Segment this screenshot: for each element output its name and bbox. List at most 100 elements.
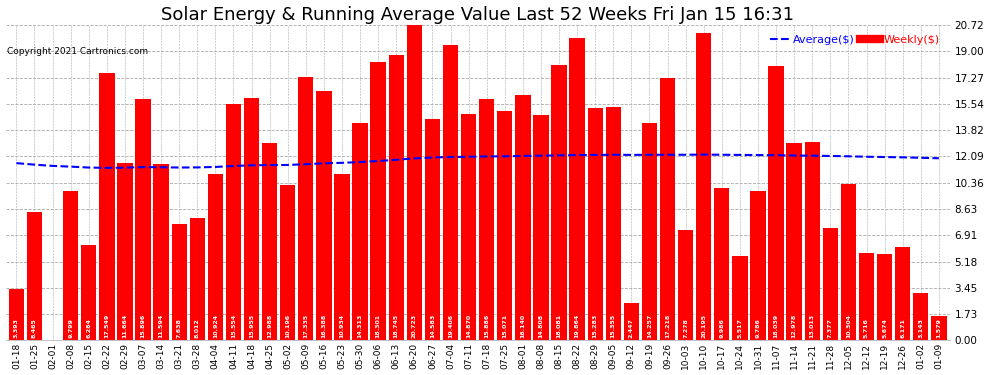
Text: 11.664: 11.664: [123, 314, 128, 338]
Bar: [27, 211, 43, 340]
Bar: [171, 224, 187, 340]
Text: 9.799: 9.799: [68, 318, 73, 338]
Bar: [823, 228, 838, 340]
Bar: [443, 45, 458, 340]
Text: 10.934: 10.934: [340, 314, 345, 338]
Bar: [316, 91, 332, 340]
Text: 5.674: 5.674: [882, 318, 887, 338]
Text: 10.304: 10.304: [845, 314, 851, 338]
Text: 7.377: 7.377: [828, 318, 833, 338]
Bar: [515, 95, 531, 340]
Bar: [407, 25, 422, 340]
Bar: [425, 118, 441, 340]
Text: 15.283: 15.283: [593, 314, 598, 338]
Text: 14.257: 14.257: [646, 314, 652, 338]
Text: 7.638: 7.638: [176, 318, 182, 338]
Text: 2.447: 2.447: [629, 318, 634, 338]
Bar: [226, 104, 242, 340]
Bar: [660, 78, 675, 340]
Text: 1.579: 1.579: [937, 318, 941, 338]
Bar: [624, 303, 640, 340]
Text: 19.406: 19.406: [448, 314, 453, 338]
Text: 17.549: 17.549: [104, 314, 109, 338]
Bar: [244, 98, 259, 340]
Bar: [786, 143, 802, 340]
Text: 15.886: 15.886: [484, 314, 489, 338]
Text: 18.745: 18.745: [394, 314, 399, 338]
Text: 3.393: 3.393: [14, 318, 19, 338]
Bar: [805, 142, 820, 340]
Bar: [895, 246, 911, 340]
Bar: [352, 123, 367, 340]
Bar: [479, 99, 494, 340]
Bar: [733, 256, 747, 340]
Bar: [298, 76, 314, 340]
Text: 6.171: 6.171: [900, 318, 905, 338]
Bar: [370, 62, 386, 340]
Text: 14.313: 14.313: [357, 314, 362, 338]
Text: 8.012: 8.012: [195, 318, 200, 338]
Text: 14.808: 14.808: [539, 314, 544, 338]
Text: 9.786: 9.786: [755, 318, 760, 338]
Bar: [696, 33, 712, 340]
Bar: [63, 191, 78, 340]
Bar: [208, 174, 223, 340]
Bar: [153, 164, 168, 340]
Text: 17.218: 17.218: [665, 314, 670, 338]
Bar: [913, 292, 929, 340]
Text: 12.978: 12.978: [792, 314, 797, 338]
Bar: [932, 316, 946, 340]
Bar: [280, 185, 295, 340]
Bar: [190, 219, 205, 340]
Text: 10.196: 10.196: [285, 314, 290, 338]
Text: 19.864: 19.864: [574, 314, 579, 338]
Bar: [587, 108, 603, 340]
Text: 20.195: 20.195: [701, 314, 706, 338]
Bar: [81, 245, 96, 340]
Bar: [461, 114, 476, 340]
Bar: [678, 230, 693, 340]
Bar: [606, 107, 621, 340]
Bar: [534, 115, 548, 340]
Text: 13.013: 13.013: [810, 314, 815, 338]
Text: 14.870: 14.870: [466, 314, 471, 338]
Bar: [117, 163, 133, 340]
Text: 18.081: 18.081: [556, 314, 561, 338]
Text: 15.554: 15.554: [231, 314, 236, 338]
Bar: [9, 289, 24, 340]
Bar: [750, 192, 765, 340]
Bar: [768, 66, 784, 340]
Text: 3.143: 3.143: [919, 318, 924, 338]
Text: 15.071: 15.071: [502, 314, 507, 338]
Legend: Average($), Weekly($): Average($), Weekly($): [765, 31, 944, 50]
Bar: [335, 174, 349, 340]
Text: 10.924: 10.924: [213, 314, 218, 338]
Bar: [262, 143, 277, 340]
Text: 7.278: 7.278: [683, 318, 688, 338]
Text: 18.301: 18.301: [375, 314, 380, 338]
Text: 9.986: 9.986: [720, 318, 725, 338]
Text: 20.723: 20.723: [412, 314, 417, 338]
Bar: [388, 55, 404, 340]
Bar: [642, 123, 657, 340]
Text: 15.955: 15.955: [249, 314, 254, 338]
Text: 8.465: 8.465: [32, 318, 37, 338]
Bar: [551, 65, 566, 340]
Bar: [841, 184, 856, 340]
Text: 14.583: 14.583: [430, 314, 435, 338]
Bar: [497, 111, 513, 340]
Bar: [858, 254, 874, 340]
Text: 16.140: 16.140: [521, 314, 526, 338]
Bar: [877, 254, 892, 340]
Text: 17.335: 17.335: [303, 314, 308, 338]
Text: Copyright 2021 Cartronics.com: Copyright 2021 Cartronics.com: [7, 47, 148, 56]
Bar: [569, 38, 585, 340]
Text: 5.716: 5.716: [864, 318, 869, 338]
Text: 16.388: 16.388: [322, 314, 327, 338]
Text: 15.896: 15.896: [141, 314, 146, 338]
Bar: [136, 99, 150, 340]
Text: 6.284: 6.284: [86, 318, 91, 338]
Bar: [714, 189, 730, 340]
Text: 11.594: 11.594: [158, 314, 163, 338]
Title: Solar Energy & Running Average Value Last 52 Weeks Fri Jan 15 16:31: Solar Energy & Running Average Value Las…: [161, 6, 794, 24]
